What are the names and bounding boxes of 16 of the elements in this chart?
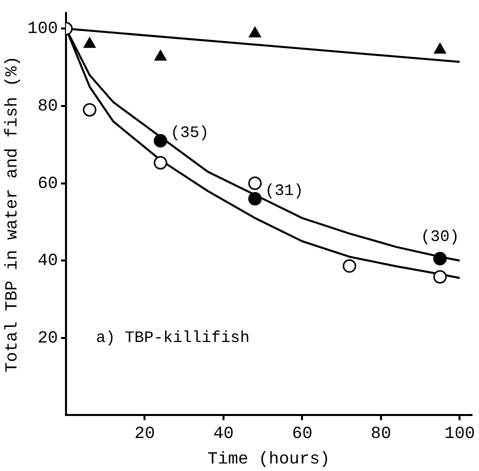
- x-tick-label: 20: [134, 424, 155, 444]
- y-tick-label: 40: [38, 252, 58, 272]
- y-tick-label: 60: [38, 174, 58, 194]
- x-tick-label: 80: [370, 424, 392, 444]
- y-tick-label: 20: [38, 329, 58, 348]
- annotation: a) TBP-killifish: [96, 329, 250, 348]
- y-tick-label: 100: [27, 20, 58, 40]
- y-axis-title: Total TBP in water and fish (%): [4, 56, 23, 372]
- x-tick-label: 40: [213, 424, 234, 444]
- x-tick-label: 100: [444, 424, 475, 444]
- x-tick-label: 60: [292, 424, 312, 444]
- annotation: (31): [264, 182, 304, 200]
- y-tick-label: 80: [38, 97, 58, 116]
- annotation: (30): [420, 228, 460, 246]
- annotation: (35): [170, 124, 209, 142]
- x-axis-title: Time (hours): [208, 450, 330, 470]
